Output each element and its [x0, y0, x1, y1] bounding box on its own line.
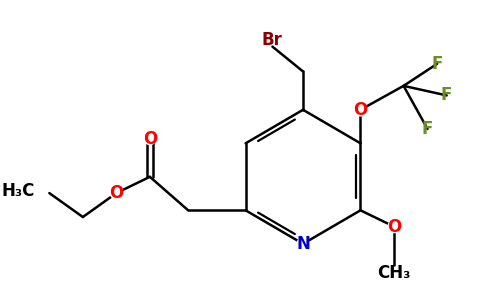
Text: O: O — [353, 101, 368, 119]
Text: F: F — [422, 120, 433, 138]
Text: O: O — [143, 130, 157, 148]
Text: O: O — [109, 184, 123, 202]
Text: N: N — [296, 235, 310, 253]
Text: H₃C: H₃C — [1, 182, 35, 200]
Text: F: F — [431, 55, 443, 73]
Text: O: O — [387, 218, 401, 236]
Ellipse shape — [354, 103, 367, 116]
Ellipse shape — [110, 186, 123, 200]
Text: CH₃: CH₃ — [378, 263, 411, 281]
Ellipse shape — [143, 132, 156, 145]
Ellipse shape — [296, 237, 310, 250]
Text: F: F — [441, 86, 453, 104]
Text: Br: Br — [262, 31, 283, 49]
Ellipse shape — [387, 220, 401, 233]
